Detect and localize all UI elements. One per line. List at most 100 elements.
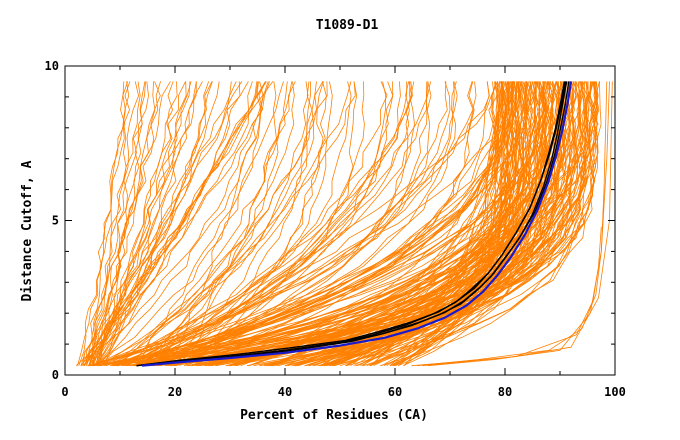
- orange-outlier-curve: [422, 226, 602, 367]
- orange-model-curve: [90, 81, 213, 366]
- orange-model-curve: [259, 81, 576, 367]
- orange-model-curve: [92, 81, 514, 367]
- orange-model-curve: [186, 81, 570, 367]
- orange-model-curve: [133, 81, 284, 366]
- orange-model-curve: [369, 81, 509, 367]
- orange-model-curve: [88, 81, 274, 366]
- orange-model-curve: [227, 81, 583, 367]
- orange-model-curve: [135, 81, 577, 367]
- orange-model-curve: [172, 81, 448, 367]
- orange-model-curve: [117, 81, 503, 367]
- orange-model-curve: [184, 81, 327, 367]
- orange-model-curve: [353, 81, 588, 367]
- orange-model-curve: [126, 81, 333, 367]
- orange-model-curve: [333, 81, 599, 367]
- orange-model-curve: [121, 81, 412, 367]
- orange-model-curve: [78, 81, 126, 366]
- orange-model-curve: [96, 81, 220, 366]
- orange-model-curve: [127, 81, 296, 366]
- x-tick-label: 60: [388, 385, 402, 399]
- x-tick-label: 20: [168, 385, 182, 399]
- orange-model-curve: [208, 81, 531, 367]
- orange-model-curve: [94, 81, 186, 366]
- x-tick-label: 40: [278, 385, 292, 399]
- orange-model-curve: [97, 81, 269, 366]
- orange-model-curve: [331, 81, 602, 367]
- orange-model-curve: [304, 81, 511, 367]
- orange-model-curve: [198, 81, 579, 367]
- orange-model-curve: [170, 81, 474, 367]
- orange-model-curve: [194, 81, 415, 366]
- orange-model-curve: [147, 81, 413, 367]
- orange-model-curve: [91, 81, 192, 366]
- orange-model-curve: [88, 81, 270, 366]
- orange-model-curve: [138, 81, 388, 367]
- orange-model-curve: [88, 81, 130, 366]
- orange-model-curve: [330, 81, 518, 367]
- chart-title: T1089-D1: [316, 18, 379, 33]
- y-axis-label: Distance Cutoff, A: [20, 160, 35, 301]
- orange-model-curve: [111, 81, 358, 367]
- orange-model-curve: [190, 81, 516, 367]
- orange-model-curve: [295, 81, 522, 367]
- orange-model-curve: [117, 81, 352, 367]
- orange-model-curve: [88, 81, 139, 366]
- orange-model-curve: [99, 81, 174, 366]
- orange-model-curve: [82, 81, 264, 366]
- orange-model-curve: [380, 81, 591, 367]
- orange-model-curve: [159, 81, 598, 367]
- orange-model-curve: [175, 81, 311, 366]
- orange-curves-group: [75, 81, 613, 367]
- orange-model-curve: [143, 81, 401, 367]
- orange-model-curve: [90, 81, 532, 367]
- orange-model-curve: [210, 81, 510, 367]
- x-tick-label: 0: [61, 385, 68, 399]
- orange-outlier-curve: [416, 81, 608, 367]
- orange-model-curve: [143, 81, 288, 366]
- orange-model-curve: [81, 81, 213, 366]
- orange-model-curve: [84, 81, 232, 366]
- orange-model-curve: [132, 81, 490, 367]
- orange-model-curve: [158, 81, 490, 367]
- orange-model-curve: [115, 81, 510, 367]
- orange-model-curve: [91, 81, 131, 366]
- orange-model-curve: [121, 81, 557, 367]
- x-tick-label: 80: [498, 385, 512, 399]
- orange-model-curve: [215, 81, 575, 367]
- orange-model-curve: [106, 81, 295, 367]
- orange-model-curve: [116, 81, 277, 367]
- x-tick-label: 100: [604, 385, 626, 399]
- orange-model-curve: [80, 81, 171, 366]
- orange-model-curve: [86, 81, 156, 366]
- orange-model-curve: [156, 81, 328, 366]
- black-highlight-curve: [136, 81, 567, 367]
- orange-model-curve: [135, 81, 428, 367]
- x-axis-label: Percent of Residues (CA): [240, 408, 428, 423]
- orange-model-curve: [82, 81, 237, 366]
- orange-model-curve: [115, 81, 507, 367]
- orange-model-curve: [92, 81, 149, 366]
- orange-model-curve: [136, 81, 549, 367]
- orange-model-curve: [274, 81, 499, 367]
- orange-model-curve: [395, 81, 520, 367]
- orange-model-curve: [127, 81, 429, 367]
- blue-highlight-curve: [141, 81, 573, 367]
- orange-model-curve: [397, 81, 524, 367]
- y-tick-label: 5: [52, 214, 59, 228]
- orange-model-curve: [94, 81, 258, 366]
- orange-model-curve: [144, 81, 324, 366]
- orange-model-curve: [319, 81, 545, 367]
- orange-model-curve: [184, 81, 535, 367]
- x-axis-ticks: 0 20 40 60 80 100: [61, 66, 626, 399]
- orange-model-curve: [96, 81, 266, 366]
- y-tick-label: 0: [52, 368, 59, 382]
- orange-model-curve: [229, 81, 510, 367]
- y-tick-label: 10: [45, 59, 59, 73]
- orange-model-curve: [91, 81, 432, 367]
- orange-model-curve: [151, 81, 309, 366]
- y-axis-ticks: 0 5 10: [45, 59, 615, 382]
- orange-model-curve: [96, 81, 141, 366]
- orange-model-curve: [89, 81, 458, 367]
- orange-model-curve: [331, 81, 571, 367]
